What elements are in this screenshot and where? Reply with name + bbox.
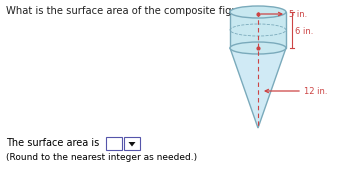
Ellipse shape — [230, 6, 286, 18]
Text: 5 in.: 5 in. — [289, 10, 307, 19]
Polygon shape — [230, 12, 286, 48]
Text: 12 in.: 12 in. — [304, 87, 328, 96]
Polygon shape — [128, 142, 135, 146]
FancyBboxPatch shape — [124, 137, 140, 150]
Text: The surface area is: The surface area is — [6, 138, 99, 148]
Text: (Round to the nearest integer as needed.): (Round to the nearest integer as needed.… — [6, 153, 197, 162]
Ellipse shape — [230, 42, 286, 54]
Polygon shape — [230, 48, 286, 128]
Text: What is the surface area of the composite figure?: What is the surface area of the composit… — [6, 6, 253, 16]
Text: 6 in.: 6 in. — [295, 27, 313, 36]
FancyBboxPatch shape — [106, 137, 122, 150]
